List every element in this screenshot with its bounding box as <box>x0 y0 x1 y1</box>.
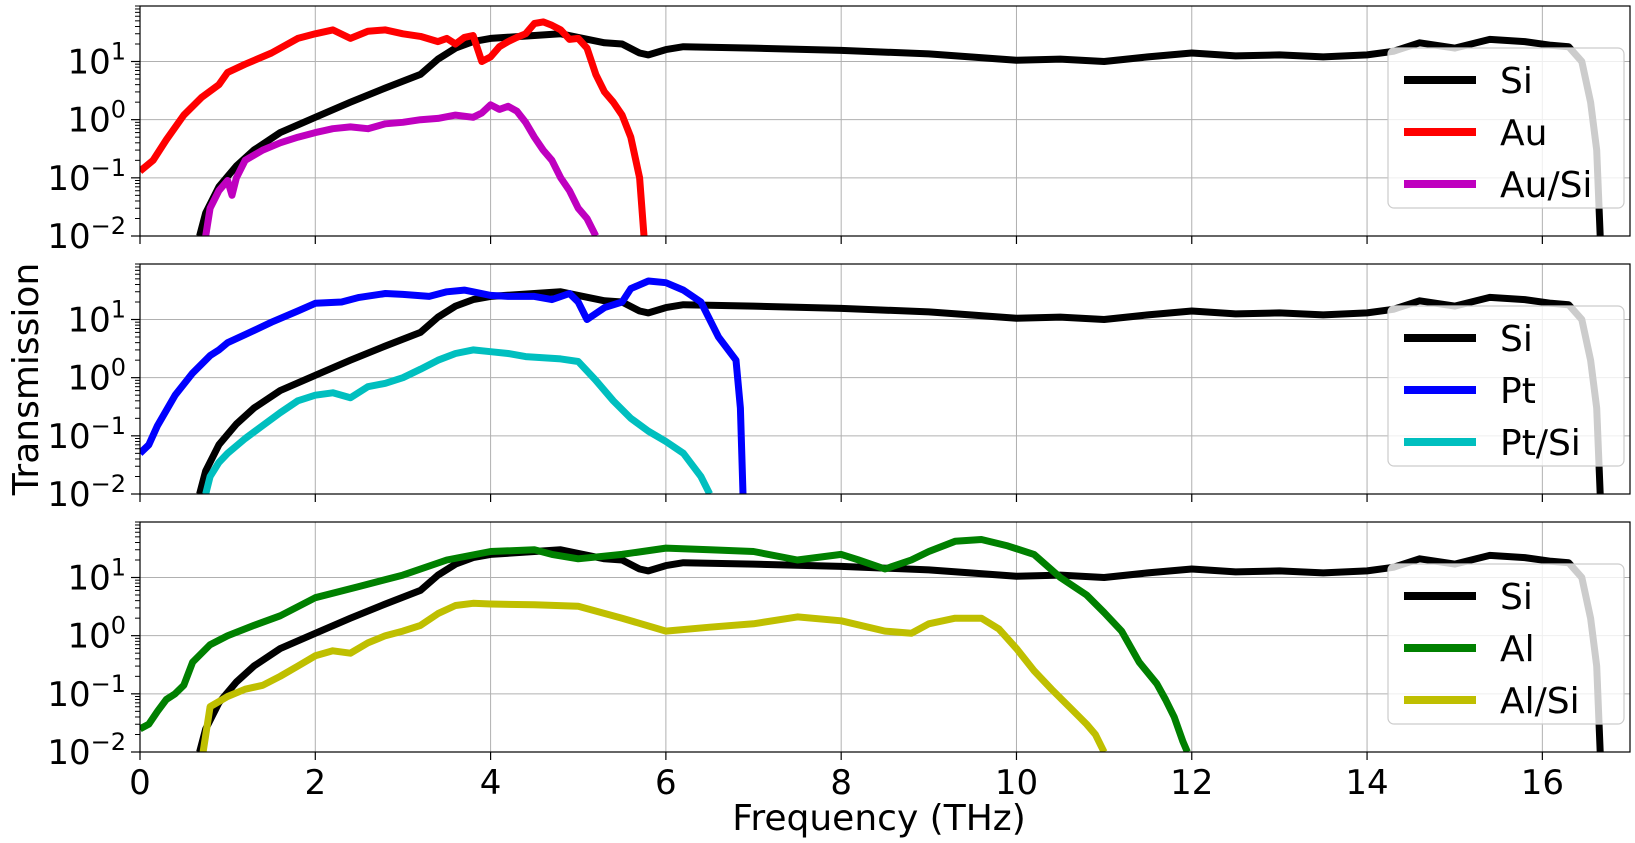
x-tick-label: 6 <box>655 763 677 803</box>
legend-label: Au/Si <box>1500 165 1592 206</box>
panel-3: 10−2 10−1 100 101 0 2 4 6 8 10 12 14 16 Si Al Al/Si <box>47 521 1631 803</box>
series-line-si <box>196 30 1604 236</box>
axes-frame <box>139 5 1631 237</box>
y-tick-label: 100 <box>67 612 126 657</box>
y-tick-label: 100 <box>67 96 126 141</box>
legend-box <box>1387 563 1625 725</box>
x-tick-label: 14 <box>1345 763 1388 803</box>
y-tick-label: 10−1 <box>47 412 126 457</box>
legend: Si Au Au/Si <box>1387 47 1625 209</box>
panel-2: 10−2 10−1 100 101 Si Pt Pt/Si <box>47 263 1631 515</box>
y-tick-label: 10−2 <box>47 728 126 773</box>
series-line-si <box>196 288 1604 494</box>
legend-label: Al <box>1500 629 1535 670</box>
y-tick-label: 101 <box>67 38 126 83</box>
y-tick-label: 101 <box>67 296 126 341</box>
series-line-au <box>140 18 648 236</box>
legend-label: Si <box>1500 319 1533 360</box>
panel-1: 10−2 10−1 100 101 Si Au Au/Si <box>47 5 1631 257</box>
x-tick-label: 4 <box>480 763 502 803</box>
axes-frame <box>139 521 1631 753</box>
x-axis-label: Frequency (THz) <box>732 798 1025 839</box>
series-line-pt <box>140 277 747 494</box>
y-tick-label: 10−2 <box>47 212 126 257</box>
legend-label: Au <box>1500 113 1547 154</box>
y-tick-label: 101 <box>67 554 126 599</box>
legend-label: Al/Si <box>1500 681 1580 722</box>
x-tick-label: 16 <box>1521 763 1564 803</box>
y-tick-label: 10−1 <box>47 154 126 199</box>
y-tick-label: 10−1 <box>47 670 126 715</box>
legend-label: Si <box>1500 577 1533 618</box>
x-tick-label: 12 <box>1170 763 1213 803</box>
series-line-au-si <box>202 101 599 236</box>
x-tick-label: 0 <box>129 763 151 803</box>
legend-box <box>1387 47 1625 209</box>
legend: Si Pt Pt/Si <box>1387 305 1625 467</box>
series-line-si <box>196 546 1604 752</box>
axes-frame <box>139 263 1631 495</box>
legend: Si Al Al/Si <box>1387 563 1625 725</box>
series-line-pt-si <box>202 346 713 494</box>
y-axis-label: Transmission <box>6 263 47 497</box>
legend-box <box>1387 305 1625 467</box>
legend-label: Pt/Si <box>1500 423 1581 464</box>
legend-label: Pt <box>1500 371 1536 412</box>
legend-label: Si <box>1500 61 1533 102</box>
series-line-al <box>140 536 1191 752</box>
x-tick-label: 8 <box>830 763 852 803</box>
y-tick-label: 10−2 <box>47 470 126 515</box>
x-tick-label: 2 <box>304 763 326 803</box>
series-line-al-si <box>199 599 1108 752</box>
x-tick-label: 10 <box>995 763 1038 803</box>
y-tick-label: 100 <box>67 354 126 399</box>
